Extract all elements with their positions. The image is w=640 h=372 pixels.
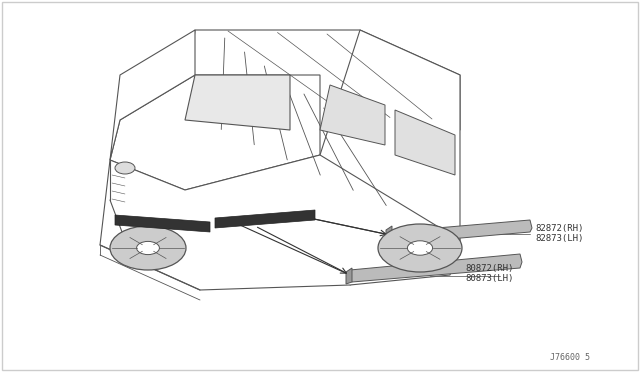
Text: 82873(LH): 82873(LH)	[535, 234, 584, 243]
Polygon shape	[110, 30, 195, 160]
Ellipse shape	[115, 162, 135, 174]
Polygon shape	[185, 75, 290, 130]
Polygon shape	[110, 75, 320, 190]
Ellipse shape	[408, 241, 433, 255]
Ellipse shape	[378, 224, 462, 272]
Polygon shape	[346, 268, 352, 284]
Text: 80872(RH): 80872(RH)	[465, 263, 513, 273]
Ellipse shape	[136, 241, 159, 254]
Polygon shape	[215, 210, 315, 228]
Polygon shape	[390, 220, 532, 244]
Polygon shape	[100, 155, 460, 290]
Ellipse shape	[110, 226, 186, 270]
Polygon shape	[320, 85, 385, 145]
Polygon shape	[350, 254, 522, 282]
Text: J76600 5: J76600 5	[550, 353, 590, 362]
Polygon shape	[395, 110, 455, 175]
Polygon shape	[185, 30, 460, 155]
Polygon shape	[386, 226, 392, 246]
Polygon shape	[320, 30, 460, 285]
Polygon shape	[115, 215, 210, 232]
Text: 82872(RH): 82872(RH)	[535, 224, 584, 232]
Text: 80873(LH): 80873(LH)	[465, 273, 513, 282]
